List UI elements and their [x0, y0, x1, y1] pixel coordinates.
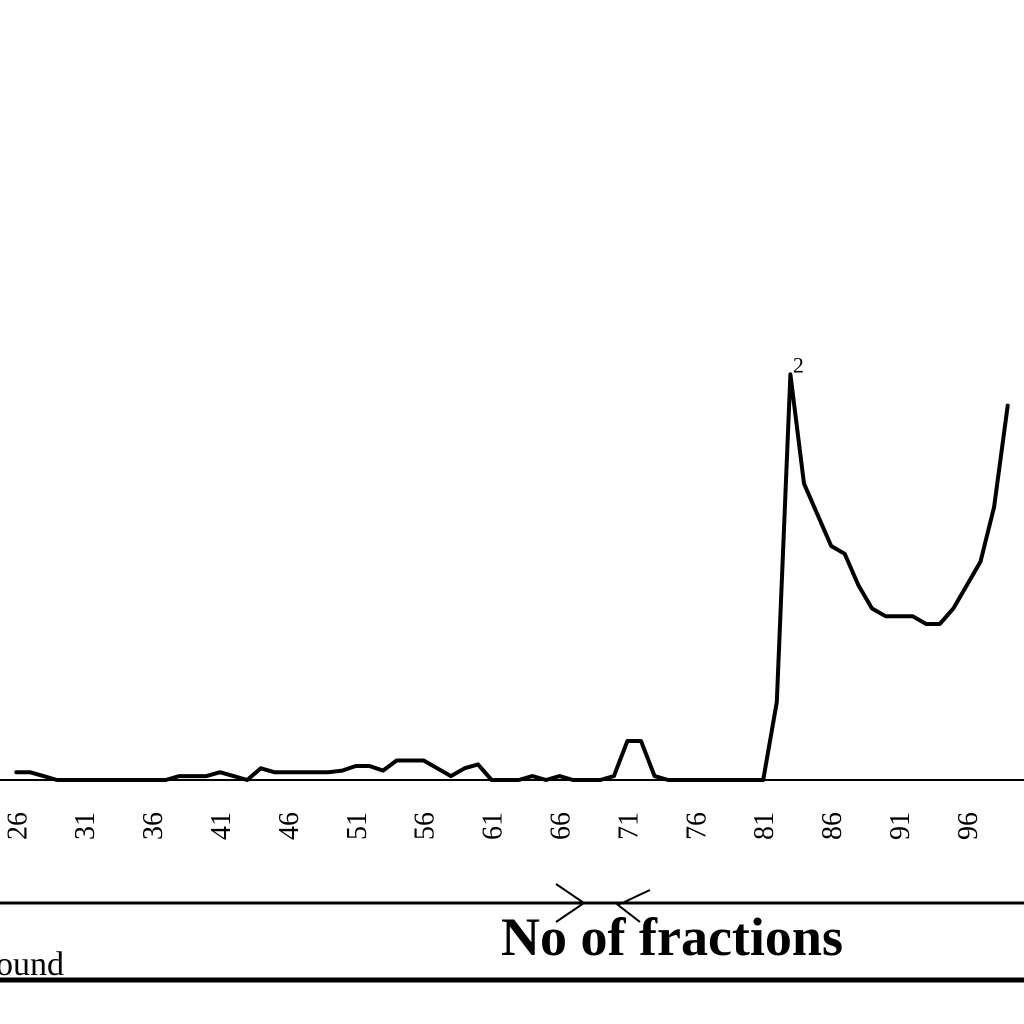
x-tick-label: 66: [546, 812, 577, 840]
legend-text: ound: [0, 946, 64, 983]
x-tick-label: 26: [2, 812, 33, 840]
series-line: [14, 372, 1010, 782]
x-tick-label: 56: [410, 812, 441, 840]
x-tick-label: 46: [274, 812, 305, 840]
x-axis-title: No of fractions: [501, 907, 843, 967]
x-tick-label: 36: [138, 812, 169, 840]
x-tick-label: 61: [478, 812, 509, 840]
x-tick-label: 96: [953, 812, 984, 840]
peak-label: 2: [793, 352, 804, 377]
x-tick-label: 76: [681, 812, 712, 840]
left-arrow: [616, 889, 651, 923]
plot-area: 26 31 36 41 46 51 56 61 66 71 76 81 86 91 96 2: [0, 352, 1024, 840]
x-tick-label: 91: [885, 812, 916, 840]
x-tick-label: 31: [70, 812, 101, 840]
x-tick-label: 71: [613, 812, 644, 840]
x-tick-label: 86: [817, 812, 848, 840]
x-tick-label: 41: [206, 812, 237, 840]
x-tick-labels: 26 31 36 41 46 51 56 61 66 71 76 81 86 91 96: [2, 812, 984, 840]
x-tick-label: 51: [342, 812, 373, 840]
right-arrow: [0, 883, 586, 923]
x-tick-label: 81: [749, 812, 780, 840]
